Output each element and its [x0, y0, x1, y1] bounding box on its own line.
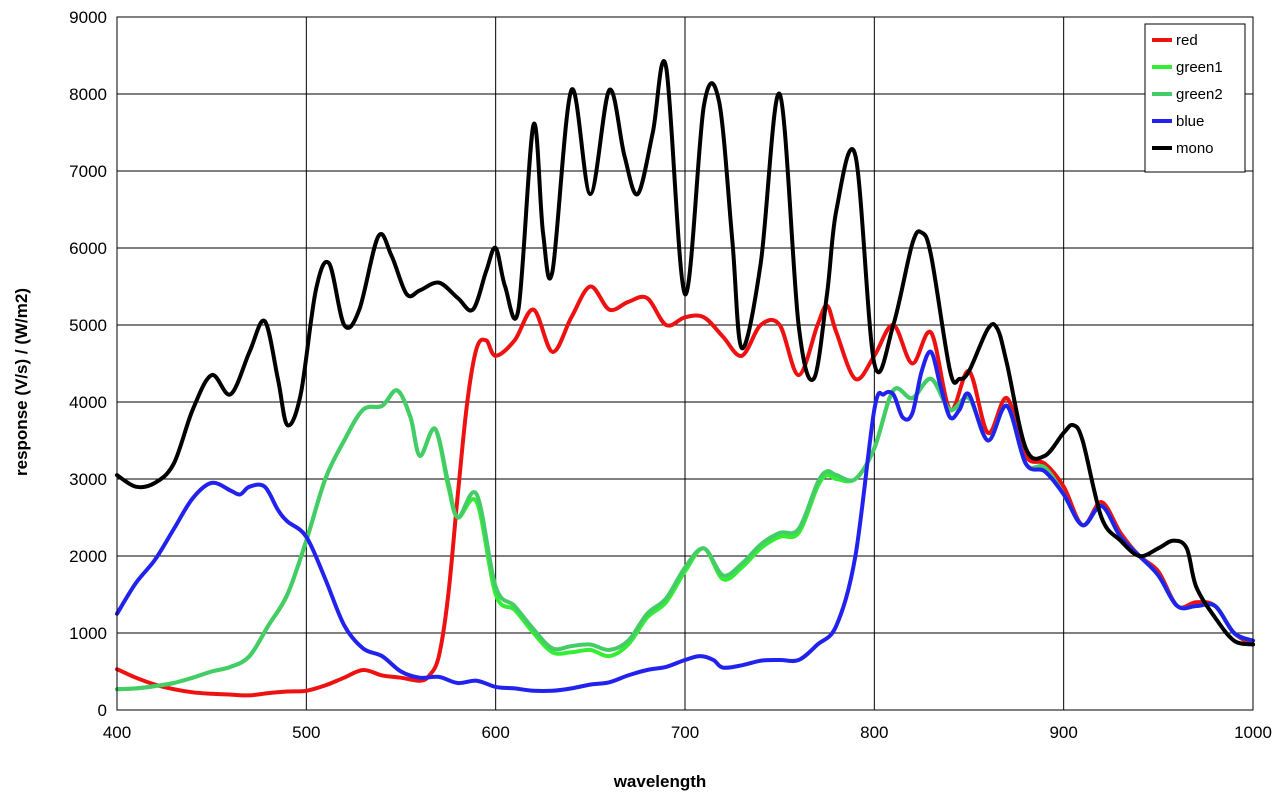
- y-tick-label: 4000: [69, 393, 107, 412]
- y-axis-title: response (V/s) / (W/m2): [12, 288, 31, 476]
- y-tick-label: 8000: [69, 85, 107, 104]
- x-tick-label: 400: [103, 723, 131, 742]
- y-tick-label: 3000: [69, 470, 107, 489]
- series-line-blue: [115, 349, 1255, 694]
- legend: red green1 green2 blue mono: [1144, 23, 1246, 173]
- x-tick-label: 1000: [1234, 723, 1272, 742]
- y-tick-label: 0: [98, 701, 107, 720]
- plot-border: [116, 16, 1254, 711]
- tick-labels: 400 500 600 700 800 900 1000 0 1000 2000 3000 4000 5…: [69, 8, 1272, 742]
- y-tick-label: 2000: [69, 547, 107, 566]
- y-tick-label: 5000: [69, 316, 107, 335]
- y-tick-label: 9000: [69, 8, 107, 27]
- series-line-mono: [115, 59, 1255, 647]
- legend-label-green1: green1: [1176, 59, 1223, 76]
- series-lines: [115, 59, 1255, 698]
- legend-label-mono: mono: [1176, 140, 1214, 157]
- legend-label-red: red: [1176, 32, 1198, 49]
- y-tick-label: 7000: [69, 162, 107, 181]
- legend-label-blue: blue: [1176, 113, 1204, 130]
- x-tick-label: 800: [860, 723, 888, 742]
- legend-label-green2: green2: [1176, 86, 1223, 103]
- x-tick-label: 900: [1049, 723, 1077, 742]
- x-tick-label: 600: [481, 723, 509, 742]
- y-tick-label: 1000: [69, 624, 107, 643]
- x-axis-title: wavelength: [613, 772, 707, 791]
- x-tick-label: 500: [292, 723, 320, 742]
- x-tick-label: 700: [671, 723, 699, 742]
- series-line-red: [115, 284, 1255, 698]
- y-tick-label: 6000: [69, 239, 107, 258]
